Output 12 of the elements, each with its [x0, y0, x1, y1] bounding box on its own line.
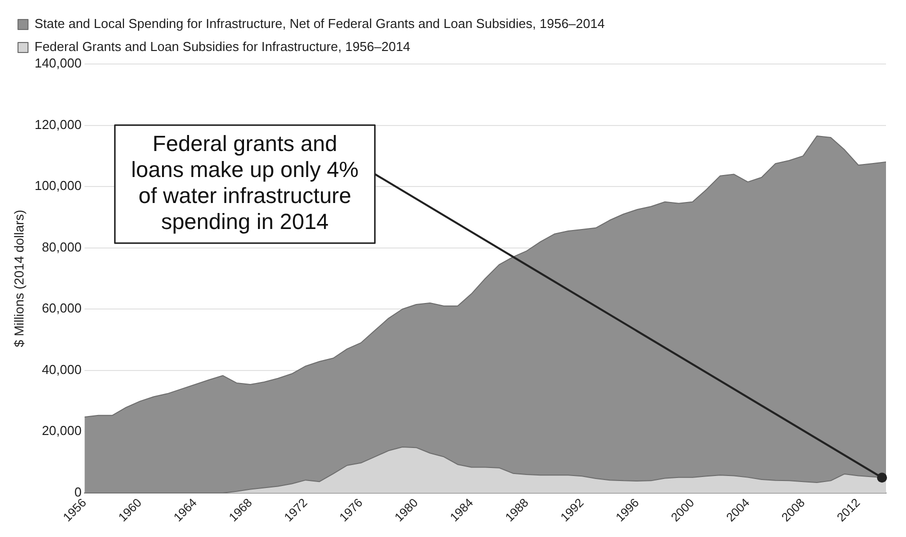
- y-tick-label: 40,000: [42, 362, 82, 377]
- y-tick-label: 100,000: [34, 178, 82, 194]
- y-tick-label: 0: [74, 484, 82, 500]
- legend-label: State and Local Spending for Infrastructure, Net of Federal Grants and Loan Subsidies, 1956–2014: [34, 16, 605, 32]
- y-tick-label: 80,000: [42, 239, 82, 254]
- legend-label: Federal Grants and Loan Subsidies for Infrastructure, 1956–2014: [34, 39, 410, 54]
- y-tick-label: 120,000: [34, 116, 82, 132]
- y-tick-label: 60,000: [42, 300, 82, 316]
- y-tick-label: 140,000: [34, 56, 82, 71]
- y-tick-label: 20,000: [42, 423, 82, 438]
- y-axis-title: $ Millions (2014 dollars): [11, 210, 26, 348]
- annotation: Federal grants and loans make up only 4% of water infrastructure spending in 2014: [131, 131, 359, 234]
